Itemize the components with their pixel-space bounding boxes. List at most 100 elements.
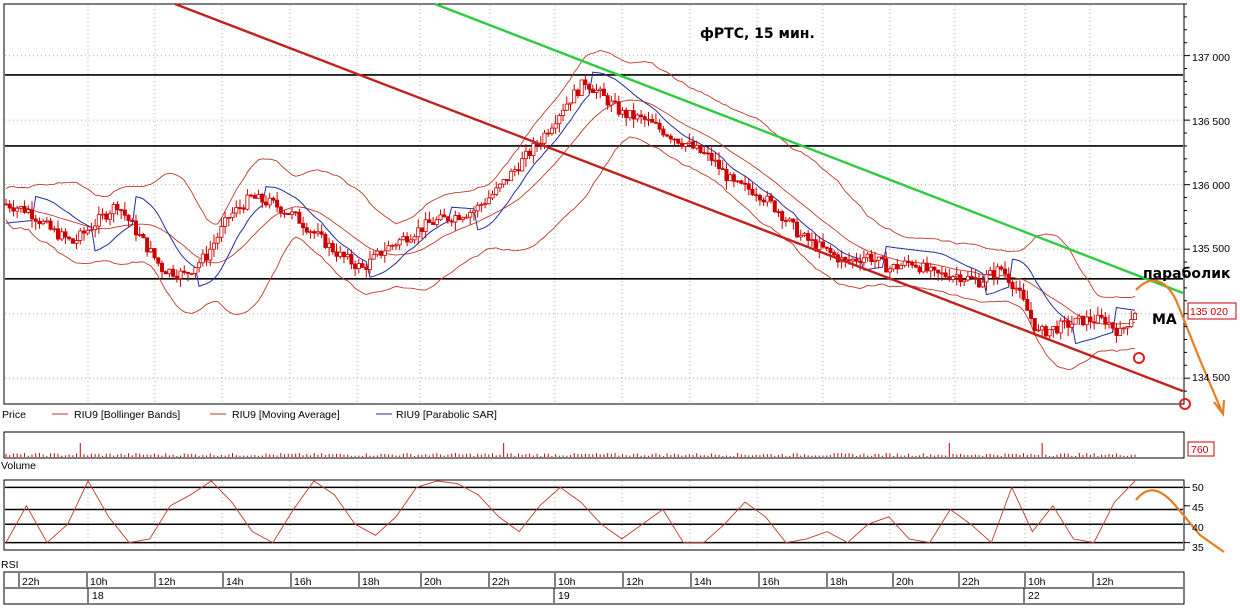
candle-body (951, 276, 956, 280)
annotation-ma: МА (1152, 312, 1177, 328)
candle-body (969, 275, 974, 279)
candle-body (412, 236, 417, 241)
candle-body (1077, 315, 1082, 319)
forecast-arrowhead (1213, 399, 1226, 418)
rsi-pane-label: RSI (1, 559, 19, 571)
candle-body (572, 89, 577, 104)
candle-body (1003, 268, 1008, 275)
rsi-pane[interactable] (3, 479, 1185, 551)
candle-body (899, 265, 904, 270)
candle-body (977, 278, 982, 288)
candle-body (687, 141, 692, 145)
candle-body (568, 102, 573, 105)
candle-body (609, 100, 614, 106)
candle-body (691, 141, 696, 149)
candle-body (364, 266, 369, 270)
candle-body (293, 211, 298, 214)
candle-body (107, 213, 112, 220)
candle-body (22, 206, 27, 213)
candle-body (906, 260, 911, 264)
volume-value-label: 760 (1191, 444, 1209, 456)
time-hour-label: 22h (22, 576, 40, 588)
candle-body (601, 88, 606, 97)
candle-body (891, 264, 896, 270)
candle-body (505, 179, 510, 182)
candle-body (1029, 309, 1034, 319)
volume-pane[interactable] (3, 431, 1185, 459)
candle-body (869, 253, 874, 262)
candle-body (616, 101, 621, 115)
candle-body (308, 231, 313, 234)
candle-body (341, 251, 346, 258)
target-marker (1133, 352, 1145, 364)
legend-parabolic-sar: RIU9 [Parabolic SAR] (396, 409, 497, 421)
price-tick-label: 136 000 (1192, 180, 1230, 192)
candle-body (884, 258, 889, 273)
candle-body (245, 194, 250, 210)
candle-body (679, 142, 684, 147)
candle-body (1133, 313, 1138, 320)
rsi-tick-label: 40 (1192, 522, 1204, 534)
moving-average-line (5, 99, 1136, 325)
candle-body (757, 194, 762, 201)
candle-body (587, 84, 592, 90)
candle-body (1081, 315, 1086, 326)
candle-body (516, 169, 521, 172)
last-price-box (1187, 302, 1237, 320)
candle-body (709, 152, 714, 161)
candle-body (234, 207, 239, 214)
candle-body (854, 258, 859, 262)
candle-body (683, 143, 688, 147)
candle-body (850, 258, 855, 262)
candle-body (367, 258, 372, 270)
candle-body (1095, 314, 1100, 324)
candle-body (676, 138, 681, 144)
candle-body (947, 276, 952, 280)
candle-body (501, 179, 506, 185)
candle-body (665, 134, 670, 137)
candle-body (397, 239, 402, 246)
candle-body (416, 227, 421, 238)
candle-body (624, 109, 629, 119)
candle-body (1118, 327, 1123, 336)
time-hour-label: 20h (424, 576, 442, 588)
candle-body (527, 150, 532, 156)
candle-body (813, 239, 818, 250)
candle-body (67, 236, 72, 240)
candle-body (557, 115, 562, 125)
candle-body (11, 207, 16, 212)
candle-body (772, 200, 777, 212)
volume-bars (5, 443, 1136, 457)
axis-ticks (1184, 3, 1190, 544)
candle-body (873, 259, 878, 262)
candle-body (442, 214, 447, 218)
candle-body (754, 194, 759, 197)
candle-body (746, 183, 751, 190)
candle-body (735, 180, 740, 183)
candle-body (48, 220, 53, 230)
candle-body (479, 204, 484, 206)
candle-body (185, 272, 190, 274)
candle-body (1121, 327, 1126, 330)
candle-body (85, 229, 90, 234)
candle-body (419, 227, 424, 232)
candle-body (1021, 289, 1026, 300)
candle-body (390, 244, 395, 247)
candle-body (434, 219, 439, 225)
price-pane[interactable] (3, 3, 1185, 405)
candle-body (286, 212, 291, 215)
trend-line-green (434, 2, 1184, 295)
time-hour-label: 18h (362, 576, 380, 588)
candle-body (486, 197, 491, 205)
candle-body (921, 262, 926, 273)
candle-body (809, 239, 814, 242)
candle-body (1062, 320, 1067, 323)
candle-body (133, 220, 138, 236)
candle-body (219, 226, 224, 238)
candle-body (163, 271, 168, 275)
candle-body (761, 199, 766, 203)
candle-body (15, 207, 20, 212)
candle-body (431, 222, 436, 225)
candle-body (546, 132, 551, 135)
candle-body (928, 266, 933, 272)
